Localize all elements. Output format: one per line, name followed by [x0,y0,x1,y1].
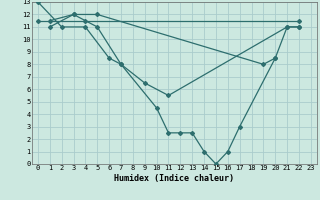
X-axis label: Humidex (Indice chaleur): Humidex (Indice chaleur) [115,174,234,183]
